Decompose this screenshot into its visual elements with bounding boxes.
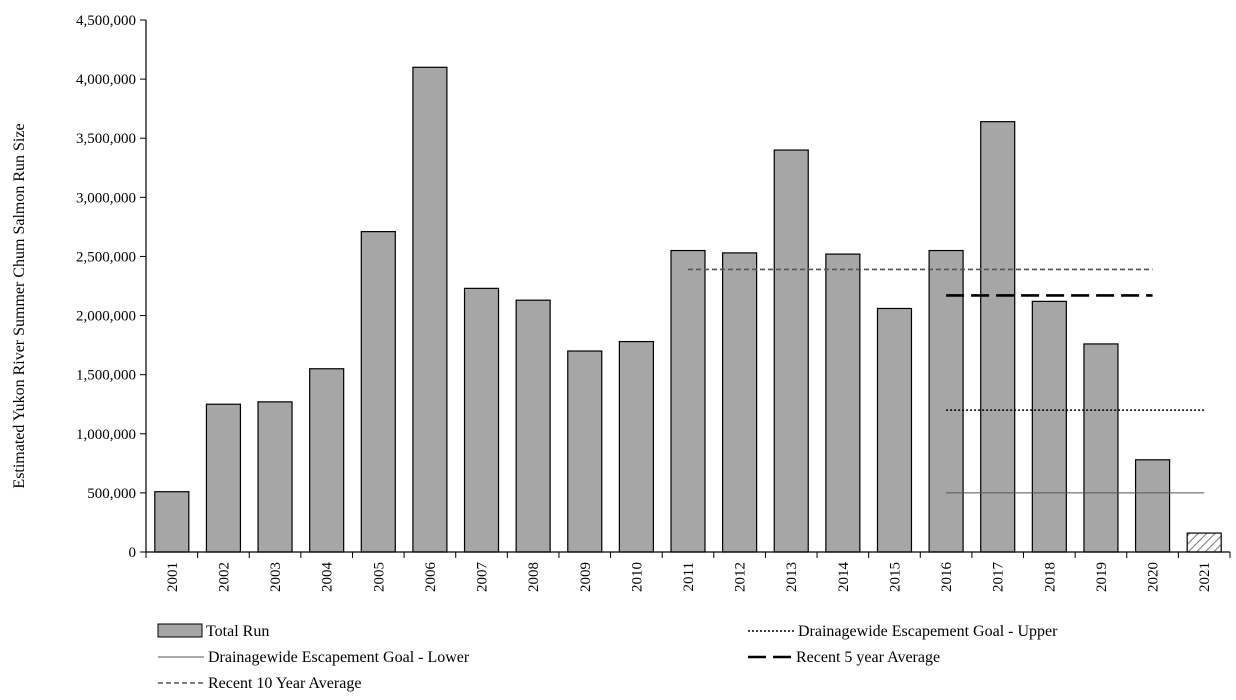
bar-2008 (515, 299, 551, 553)
legend-item: Total Run (157, 623, 269, 640)
legend-item: Recent 10 Year Average (158, 675, 361, 692)
legend-label: Drainagewide Escapement Goal - Lower (208, 649, 470, 666)
legend-item: Recent 5 year Average (748, 649, 940, 666)
bar-2004 (309, 368, 345, 553)
x-tick-label: 2004 (320, 562, 336, 593)
x-tick-label: 2018 (1042, 562, 1058, 592)
x-tick-label: 2014 (836, 562, 852, 593)
bar-2012 (722, 252, 758, 553)
reference-lines (688, 268, 1205, 494)
bar-2009 (567, 350, 603, 553)
bars (154, 66, 1222, 553)
legend: Total Run Drainagewide Escapement Goal - … (157, 623, 1058, 692)
x-tick-label: 2017 (991, 562, 1007, 593)
y-tick-label: 0 (129, 545, 137, 561)
x-tick-label: 2011 (681, 562, 697, 591)
y-axis-title: Estimated Yukon River Summer Chum Salmon… (11, 123, 28, 488)
x-tick-label: 2003 (268, 562, 284, 592)
bar-2002 (205, 403, 242, 553)
x-tick-label: 2020 (1146, 562, 1162, 592)
legend-label: Total Run (206, 623, 269, 640)
x-tick-label: 2002 (216, 562, 232, 592)
bar-2018 (1031, 300, 1067, 553)
bar-2014 (825, 253, 861, 553)
legend-label: Recent 5 year Average (796, 649, 940, 666)
y-axis-title-group: Estimated Yukon River Summer Chum Salmon… (11, 123, 28, 488)
y-tick-label: 1,000,000 (76, 427, 136, 443)
y-tick-label: 2,000,000 (76, 309, 136, 325)
axes (145, 20, 1231, 558)
y-tick-label: 4,500,000 (76, 13, 136, 29)
bar-2020 (1134, 459, 1171, 553)
legend-item: Drainagewide Escapement Goal - Upper (748, 623, 1058, 640)
bar-2007 (463, 287, 500, 553)
x-tick-label: 2019 (1094, 562, 1110, 592)
bar-2015 (876, 307, 913, 553)
x-tick-label: 2021 (1197, 562, 1213, 592)
y-tick-label: 3,500,000 (76, 131, 136, 147)
x-tick-label: 2008 (526, 562, 542, 592)
y-tick-label: 4,000,000 (76, 72, 136, 88)
bar-2021 (1186, 532, 1222, 553)
x-tick-label: 2010 (629, 562, 645, 592)
bar-2011 (670, 249, 706, 553)
x-tick-label: 2013 (784, 562, 800, 592)
bar-2010 (618, 340, 654, 553)
x-tick-label: 2012 (733, 562, 749, 592)
x-tick-label: 2006 (423, 562, 439, 593)
y-ticks: 0 500,000 1,000,000 1,500,000 2,000,000 2,500… (76, 13, 146, 561)
bar-2003 (257, 401, 293, 553)
bar-2017 (980, 121, 1016, 553)
x-tick-label: 2015 (887, 562, 903, 592)
y-tick-label: 1,500,000 (76, 368, 136, 384)
bar-2016 (928, 249, 964, 553)
x-tick-labels: 2001 2002 2003 2004 2005 2006 2007 2008 2009 2010… (165, 562, 1213, 593)
bar-2006 (412, 66, 448, 553)
legend-item: Drainagewide Escapement Goal - Lower (158, 649, 470, 666)
legend-label: Recent 10 Year Average (208, 675, 361, 692)
x-tick-label: 2016 (939, 562, 955, 593)
bar-2013 (773, 149, 809, 553)
y-tick-label: 2,500,000 (76, 249, 136, 265)
y-tick-label: 3,000,000 (76, 190, 136, 206)
y-tick-label: 500,000 (87, 486, 136, 502)
bar-2001 (154, 491, 190, 553)
x-tick-label: 2007 (475, 562, 491, 593)
x-tick-label: 2005 (371, 562, 387, 592)
x-tick-label: 2009 (578, 562, 594, 592)
bar-2005 (360, 231, 396, 553)
bar-2019 (1083, 343, 1119, 553)
x-tick-label: 2001 (165, 562, 181, 592)
legend-swatch (157, 623, 203, 638)
legend-label: Drainagewide Escapement Goal - Upper (798, 623, 1058, 640)
